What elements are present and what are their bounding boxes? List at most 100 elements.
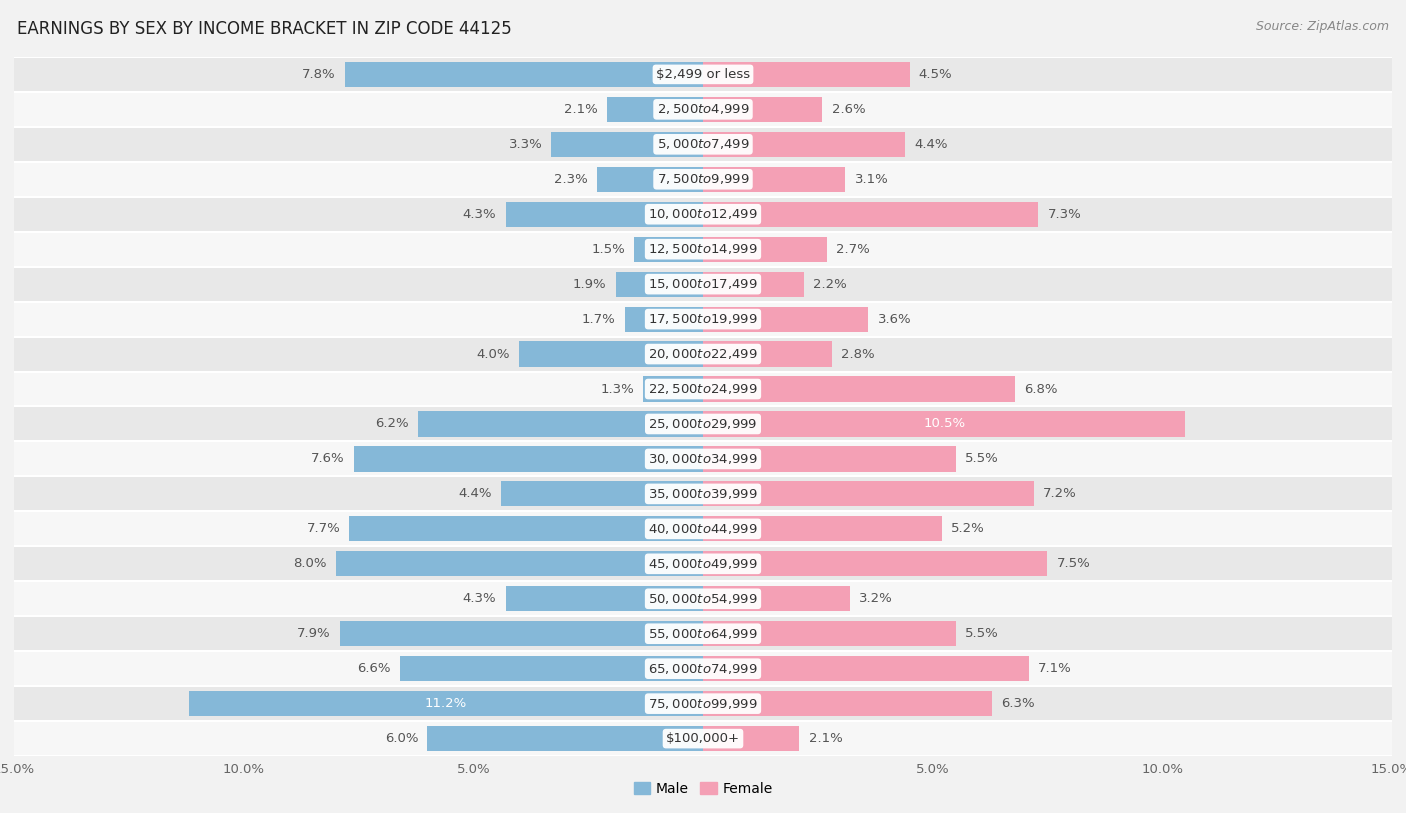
Text: 1.9%: 1.9% xyxy=(572,278,606,290)
Text: 1.5%: 1.5% xyxy=(591,243,624,255)
Text: $55,000 to $64,999: $55,000 to $64,999 xyxy=(648,627,758,641)
Text: 6.2%: 6.2% xyxy=(375,418,409,430)
Bar xyxy=(703,586,851,611)
Bar xyxy=(703,481,1033,506)
Text: 10.5%: 10.5% xyxy=(924,418,965,430)
Text: 7.8%: 7.8% xyxy=(302,68,336,80)
Bar xyxy=(336,551,703,576)
Bar xyxy=(427,726,703,751)
Text: 2.1%: 2.1% xyxy=(564,103,598,115)
Text: 1.3%: 1.3% xyxy=(600,383,634,395)
Text: $12,500 to $14,999: $12,500 to $14,999 xyxy=(648,242,758,256)
Text: 5.5%: 5.5% xyxy=(965,453,998,465)
Bar xyxy=(14,441,1392,476)
Text: 3.2%: 3.2% xyxy=(859,593,893,605)
Text: $15,000 to $17,499: $15,000 to $17,499 xyxy=(648,277,758,291)
Text: 8.0%: 8.0% xyxy=(292,558,326,570)
Bar xyxy=(519,341,703,367)
Text: 7.5%: 7.5% xyxy=(1057,558,1091,570)
Text: $50,000 to $54,999: $50,000 to $54,999 xyxy=(648,592,758,606)
Bar xyxy=(703,376,1015,402)
Text: $45,000 to $49,999: $45,000 to $49,999 xyxy=(648,557,758,571)
Bar xyxy=(703,551,1047,576)
Bar xyxy=(703,272,804,297)
Text: EARNINGS BY SEX BY INCOME BRACKET IN ZIP CODE 44125: EARNINGS BY SEX BY INCOME BRACKET IN ZIP… xyxy=(17,20,512,38)
Text: 3.6%: 3.6% xyxy=(877,313,911,325)
Text: $35,000 to $39,999: $35,000 to $39,999 xyxy=(648,487,758,501)
Bar xyxy=(349,516,703,541)
Bar xyxy=(703,307,869,332)
Text: 1.7%: 1.7% xyxy=(582,313,616,325)
Bar xyxy=(14,581,1392,616)
Text: 3.3%: 3.3% xyxy=(509,138,543,150)
Bar xyxy=(703,621,956,646)
Bar xyxy=(703,62,910,87)
Bar xyxy=(501,481,703,506)
Bar xyxy=(634,237,703,262)
Bar xyxy=(703,237,827,262)
Text: 4.3%: 4.3% xyxy=(463,593,496,605)
Bar xyxy=(703,691,993,716)
Legend: Male, Female: Male, Female xyxy=(628,776,778,802)
Bar xyxy=(506,202,703,227)
Text: 7.3%: 7.3% xyxy=(1047,208,1081,220)
Text: 7.7%: 7.7% xyxy=(307,523,340,535)
Bar xyxy=(14,406,1392,441)
Bar xyxy=(418,411,703,437)
Bar xyxy=(14,686,1392,721)
Text: 2.7%: 2.7% xyxy=(837,243,870,255)
Bar xyxy=(14,57,1392,92)
Bar xyxy=(703,726,800,751)
Bar xyxy=(399,656,703,681)
Bar xyxy=(703,516,942,541)
Text: $22,500 to $24,999: $22,500 to $24,999 xyxy=(648,382,758,396)
Text: 2.2%: 2.2% xyxy=(813,278,846,290)
Bar xyxy=(703,167,845,192)
Bar xyxy=(340,621,703,646)
Text: $25,000 to $29,999: $25,000 to $29,999 xyxy=(648,417,758,431)
Text: $30,000 to $34,999: $30,000 to $34,999 xyxy=(648,452,758,466)
Text: 7.1%: 7.1% xyxy=(1038,663,1071,675)
Bar xyxy=(598,167,703,192)
Text: 3.1%: 3.1% xyxy=(855,173,889,185)
Bar xyxy=(703,132,905,157)
Bar xyxy=(14,302,1392,337)
Bar xyxy=(606,97,703,122)
Text: 7.2%: 7.2% xyxy=(1043,488,1077,500)
Bar xyxy=(14,476,1392,511)
Bar xyxy=(14,197,1392,232)
Text: 5.5%: 5.5% xyxy=(965,628,998,640)
Text: $65,000 to $74,999: $65,000 to $74,999 xyxy=(648,662,758,676)
Bar xyxy=(551,132,703,157)
Bar xyxy=(188,691,703,716)
Bar xyxy=(644,376,703,402)
Bar xyxy=(703,97,823,122)
Bar xyxy=(14,511,1392,546)
Text: $40,000 to $44,999: $40,000 to $44,999 xyxy=(648,522,758,536)
Bar xyxy=(14,721,1392,756)
Bar xyxy=(14,267,1392,302)
Bar xyxy=(14,372,1392,406)
Text: 7.9%: 7.9% xyxy=(297,628,330,640)
Text: Source: ZipAtlas.com: Source: ZipAtlas.com xyxy=(1256,20,1389,33)
Bar xyxy=(14,337,1392,372)
Bar xyxy=(354,446,703,472)
Text: 6.8%: 6.8% xyxy=(1025,383,1057,395)
Text: $17,500 to $19,999: $17,500 to $19,999 xyxy=(648,312,758,326)
Bar xyxy=(703,656,1029,681)
Text: 5.2%: 5.2% xyxy=(950,523,984,535)
Text: $75,000 to $99,999: $75,000 to $99,999 xyxy=(648,697,758,711)
Bar xyxy=(14,616,1392,651)
Text: $2,499 or less: $2,499 or less xyxy=(657,68,749,80)
Bar xyxy=(344,62,703,87)
Text: $10,000 to $12,499: $10,000 to $12,499 xyxy=(648,207,758,221)
Bar xyxy=(14,232,1392,267)
Bar xyxy=(624,307,703,332)
Text: 6.3%: 6.3% xyxy=(1001,698,1035,710)
Bar xyxy=(616,272,703,297)
Bar xyxy=(14,127,1392,162)
Bar xyxy=(14,651,1392,686)
Text: 4.4%: 4.4% xyxy=(458,488,492,500)
Text: 4.4%: 4.4% xyxy=(914,138,948,150)
Text: $100,000+: $100,000+ xyxy=(666,733,740,745)
